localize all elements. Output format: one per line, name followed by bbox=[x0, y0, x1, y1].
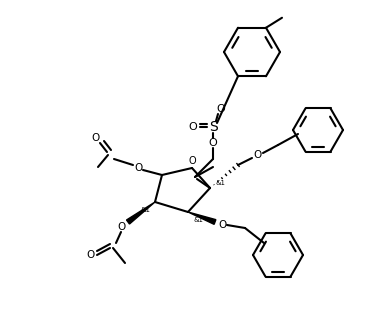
Text: O: O bbox=[91, 133, 99, 143]
Text: O: O bbox=[189, 122, 197, 132]
Text: O: O bbox=[188, 156, 196, 166]
Text: O: O bbox=[134, 163, 142, 173]
Text: O: O bbox=[86, 250, 94, 260]
Text: &1: &1 bbox=[215, 180, 225, 186]
Text: O: O bbox=[218, 220, 226, 230]
Polygon shape bbox=[188, 212, 216, 224]
Text: O: O bbox=[254, 150, 262, 160]
Text: O: O bbox=[117, 222, 125, 232]
Text: O: O bbox=[209, 138, 218, 148]
Text: &1: &1 bbox=[140, 207, 150, 213]
Text: &1: &1 bbox=[193, 217, 203, 223]
Polygon shape bbox=[126, 202, 155, 224]
Text: O: O bbox=[217, 104, 226, 114]
Text: S: S bbox=[209, 120, 218, 134]
